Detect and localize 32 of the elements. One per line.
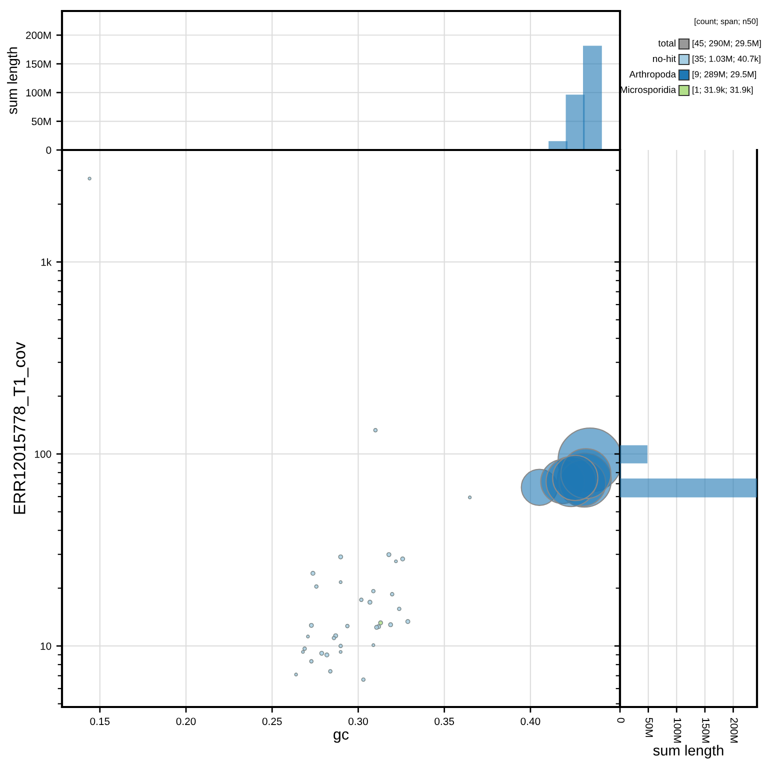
y-tick-label: 200M <box>26 32 51 39</box>
legend-title: [count; span; n50] <box>694 18 758 26</box>
y-axis-title: ERR12015778_T1_cov <box>14 342 29 514</box>
y-tick-label: 1k <box>41 258 52 266</box>
legend-label: Arthropoda <box>629 70 676 80</box>
legend-label: total <box>658 40 676 47</box>
y-tick-label: 50M <box>32 118 51 126</box>
x-tick-label: 0.30 <box>348 718 368 726</box>
x-tick-label: 0.15 <box>90 718 110 726</box>
y-tick-label: 150M <box>26 60 51 68</box>
y-tick-label: 0 <box>46 146 52 154</box>
x-tick-label: 100M <box>674 718 682 743</box>
y-tick-label: 100M <box>26 89 51 96</box>
y-tick-label: 100 <box>35 450 52 458</box>
x-axis-title: sum length <box>653 744 724 758</box>
text: [45; 290M; 29.5M] <box>692 40 761 48</box>
text: [1; 31.9k; 31.9k] <box>692 86 753 95</box>
text: [35; 1.03M; 40.7k] <box>692 55 760 64</box>
x-tick-label: 50M <box>646 718 653 737</box>
x-tick-label: 200M <box>730 718 738 743</box>
x-axis-title: gc <box>334 731 349 743</box>
legend-label: Microsporidia <box>620 86 676 95</box>
x-tick-label: 0 <box>617 718 625 723</box>
y-tick-label: 10 <box>40 642 52 650</box>
x-tick-label: 0.20 <box>176 718 196 726</box>
x-tick-label: 0.25 <box>262 718 282 726</box>
x-tick-label: 0.35 <box>434 718 454 726</box>
text: [9; 289M; 29.5M] <box>692 70 756 80</box>
x-tick-label: 150M <box>702 718 710 743</box>
x-tick-label: 0.40 <box>520 718 540 726</box>
legend-label: no-hit <box>653 55 676 62</box>
y-axis-title: sum length <box>7 47 20 114</box>
